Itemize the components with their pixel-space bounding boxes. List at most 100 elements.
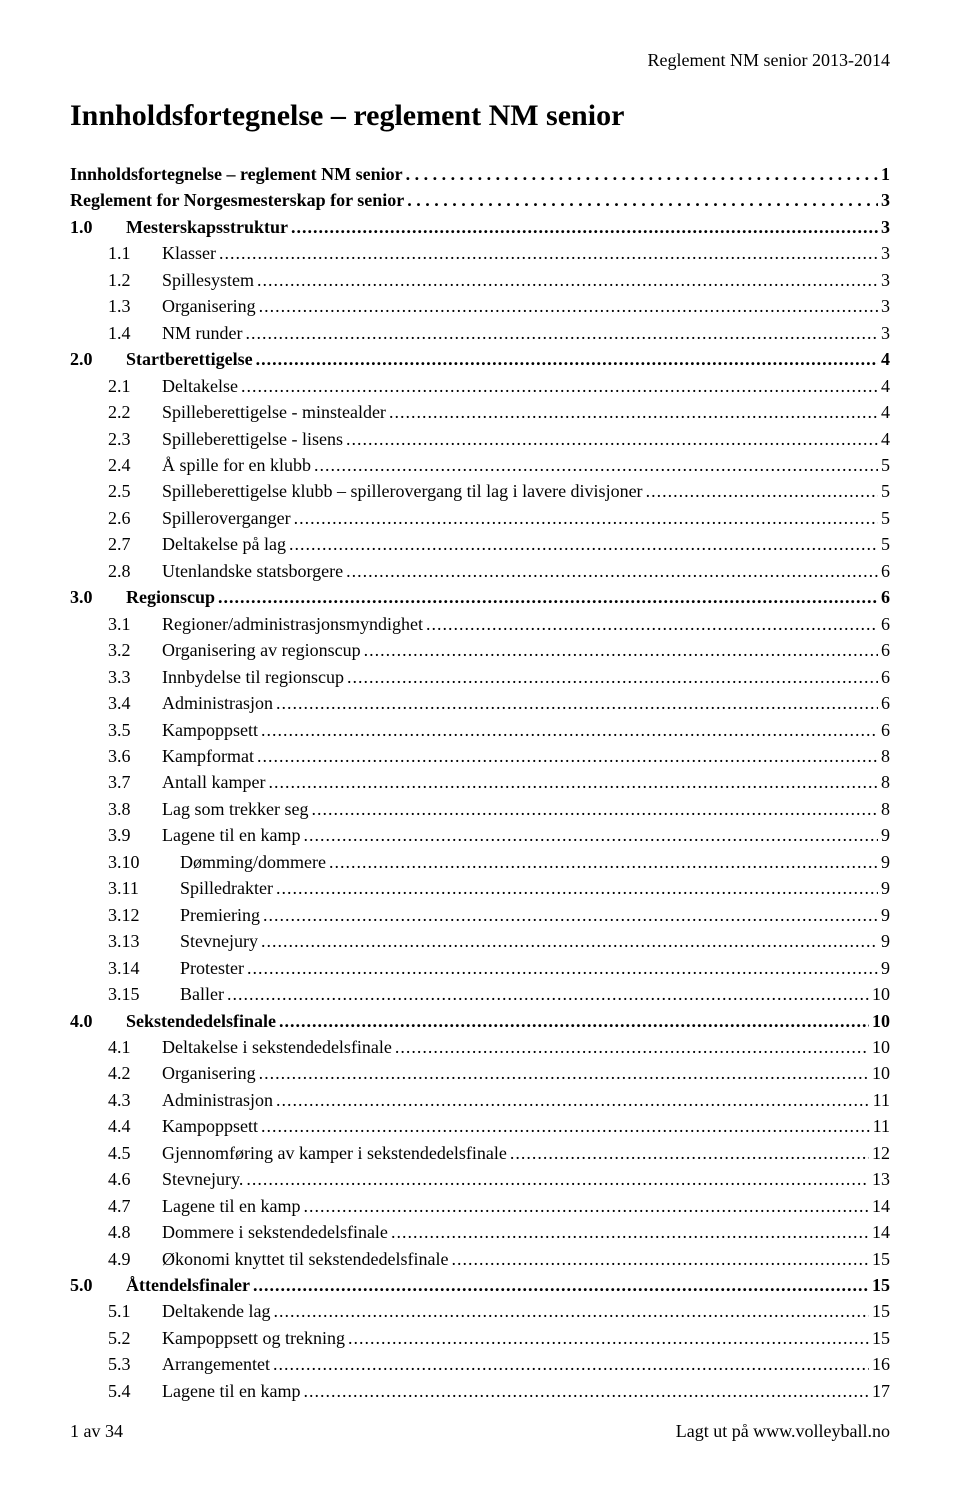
toc-label: Antall kamper [162, 769, 265, 795]
toc-dots [261, 1113, 870, 1139]
toc-dots [257, 743, 878, 769]
toc-number: 2.2 [70, 399, 162, 425]
toc-dots [219, 240, 878, 266]
toc-line: 2.1Deltakelse4 [70, 373, 890, 399]
toc-label: Spilleberettigelse - minstealder [162, 399, 386, 425]
toc-dots [257, 267, 878, 293]
toc-label: Administrasjon [162, 1087, 273, 1113]
toc-dots [346, 558, 878, 584]
toc-page: 10 [872, 1060, 890, 1086]
toc-number: 3.10 [70, 849, 180, 875]
toc-number: 3.12 [70, 902, 180, 928]
toc-label: Regionscup [126, 584, 215, 610]
toc-page: 5 [881, 478, 890, 504]
toc-label: Stevnejury [180, 928, 258, 954]
toc-number: 4.3 [70, 1087, 162, 1113]
toc-number: 2.6 [70, 505, 162, 531]
toc-dots [268, 769, 878, 795]
toc-number: 3.3 [70, 664, 162, 690]
toc-label: Baller [180, 981, 224, 1007]
toc-line: 3.7Antall kamper8 [70, 769, 890, 795]
toc-line: 4.4Kampoppsett11 [70, 1113, 890, 1139]
toc-page: 4 [881, 373, 890, 399]
toc-number: 3.9 [70, 822, 162, 848]
toc-line: 2.8Utenlandske statsborgere6 [70, 558, 890, 584]
toc-page: 5 [881, 452, 890, 478]
toc-line: 2.6Spilleroverganger 5 [70, 505, 890, 531]
toc-number: 3.5 [70, 717, 162, 743]
toc-label: Organisering [162, 1060, 256, 1086]
toc-number: 2.4 [70, 452, 162, 478]
toc-number: 3.2 [70, 637, 162, 663]
toc-line: 3.13Stevnejury9 [70, 928, 890, 954]
toc-line: 5.3Arrangementet16 [70, 1351, 890, 1377]
toc-line: Reglement for Norgesmesterskap for senio… [70, 187, 890, 213]
toc-label: Sekstendedelsfinale [126, 1008, 276, 1034]
toc-number: 4.0 [70, 1008, 126, 1034]
toc-number: 5.4 [70, 1378, 162, 1404]
toc-label: Deltakelse på lag [162, 531, 286, 557]
toc: Innholdsfortegnelse – reglement NM senio… [70, 161, 890, 1404]
toc-page: 3 [881, 187, 890, 213]
toc-dots [426, 611, 878, 637]
toc-label: Organisering [162, 293, 256, 319]
toc-number: 3.14 [70, 955, 180, 981]
footer-right: Lagt ut på www.volleyball.no [676, 1421, 890, 1442]
toc-dots [227, 981, 869, 1007]
toc-line: 3.15Baller10 [70, 981, 890, 1007]
toc-label: Spilleberettigelse klubb – spilleroverga… [162, 478, 643, 504]
toc-dots [279, 1008, 869, 1034]
toc-dots [348, 1325, 869, 1351]
toc-page: 6 [881, 558, 890, 584]
toc-dots [273, 1351, 869, 1377]
toc-dots [218, 584, 878, 610]
toc-label: Klasser [162, 240, 216, 266]
toc-line: 3.1Regioner/administrasjonsmyndighet6 [70, 611, 890, 637]
toc-page: 9 [881, 902, 890, 928]
toc-line: 3.6Kampformat8 [70, 743, 890, 769]
toc-page: 1 [881, 161, 890, 187]
toc-label: Lagene til en kamp [162, 1378, 300, 1404]
toc-dots [303, 822, 878, 848]
toc-dots [510, 1140, 869, 1166]
toc-number: 4.6 [70, 1166, 162, 1192]
toc-page: 17 [872, 1378, 890, 1404]
toc-page: 5 [881, 505, 890, 531]
footer: 1 av 34 Lagt ut på www.volleyball.no [70, 1421, 890, 1442]
toc-page: 3 [881, 320, 890, 346]
toc-dots [245, 320, 878, 346]
toc-page: 6 [881, 611, 890, 637]
toc-number: 2.1 [70, 373, 162, 399]
toc-dots [406, 161, 878, 187]
toc-number: 2.0 [70, 346, 126, 372]
toc-page: 5 [881, 531, 890, 557]
toc-number: 4.5 [70, 1140, 162, 1166]
toc-page: 14 [872, 1193, 890, 1219]
toc-page: 8 [881, 796, 890, 822]
toc-label: Organisering av regionscup [162, 637, 361, 663]
toc-dots [289, 531, 878, 557]
toc-page: 3 [881, 267, 890, 293]
toc-number: 3.13 [70, 928, 180, 954]
toc-dots [276, 690, 878, 716]
toc-page: 3 [881, 214, 890, 240]
toc-line: 1.0Mesterskapsstruktur3 [70, 214, 890, 240]
toc-line: 3.4Administrasjon6 [70, 690, 890, 716]
toc-dots [276, 875, 878, 901]
toc-dots [261, 717, 878, 743]
toc-number: 5.0 [70, 1272, 126, 1298]
toc-line: 3.2Organisering av regionscup 6 [70, 637, 890, 663]
toc-label: Spilleroverganger [162, 505, 291, 531]
toc-dots [259, 293, 878, 319]
toc-label: Lag som trekker seg [162, 796, 308, 822]
toc-line: 4.3Administrasjon11 [70, 1087, 890, 1113]
toc-label: Gjennomføring av kamper i sekstendedelsf… [162, 1140, 507, 1166]
toc-dots [259, 1060, 869, 1086]
toc-label: Lagene til en kamp [162, 1193, 300, 1219]
toc-line: 3.9Lagene til en kamp9 [70, 822, 890, 848]
toc-line: 5.0Åttendelsfinaler15 [70, 1272, 890, 1298]
toc-line: 1.3Organisering3 [70, 293, 890, 319]
toc-label: Lagene til en kamp [162, 822, 300, 848]
toc-page: 6 [881, 637, 890, 663]
toc-number: 3.7 [70, 769, 162, 795]
